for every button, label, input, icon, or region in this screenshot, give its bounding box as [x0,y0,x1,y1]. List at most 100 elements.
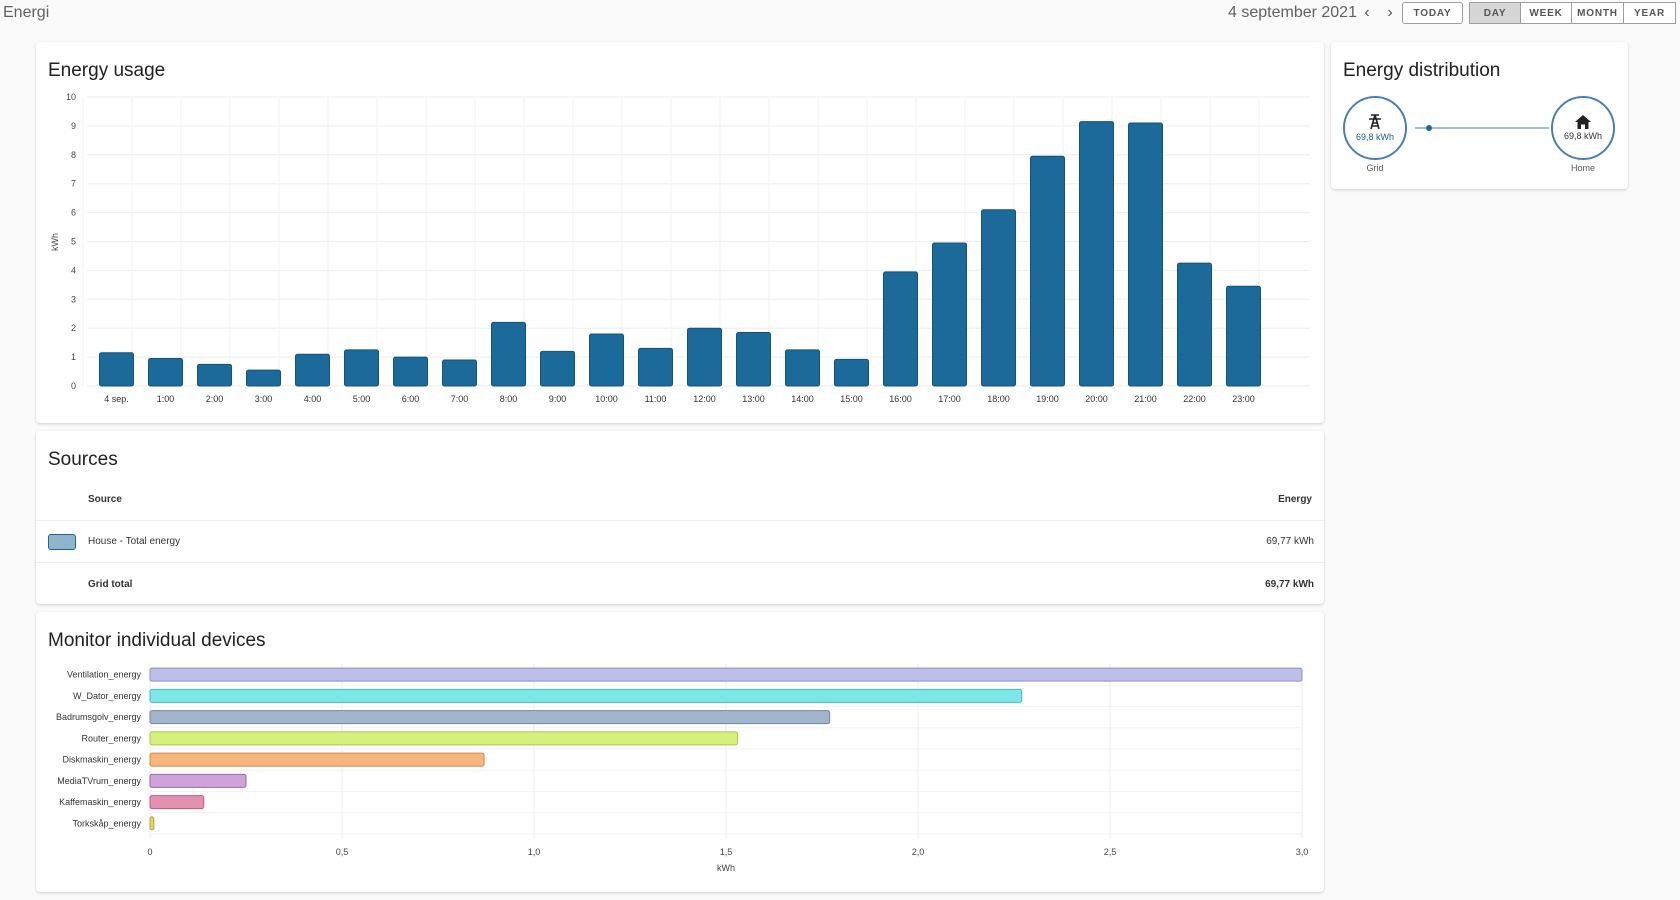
y-tick-label: Torkskåp_energy [72,818,141,828]
bar [148,358,183,387]
grid-value: 69,8 kWh [1355,132,1395,142]
today-button[interactable]: TODAY [1402,2,1463,24]
x-tick-label: 5:00 [353,394,371,404]
bar [491,321,526,387]
x-tick-label: 9:00 [549,394,567,404]
device-bar [149,688,1023,703]
bar [442,359,477,387]
x-tick-label: 2,5 [1104,847,1117,857]
bar [344,349,379,387]
y-tick-label: 7 [71,179,76,189]
y-tick-label: 4 [71,265,76,275]
home-node[interactable]: 69,8 kWh [1551,96,1615,160]
x-tick-label: 0,5 [336,847,349,857]
x-tick-label: 16:00 [889,394,912,404]
x-tick-label: 7:00 [451,394,469,404]
x-tick-label: 15:00 [840,394,863,404]
x-tick-label: 6:00 [402,394,420,404]
devices-title: Monitor individual devices [48,630,266,651]
x-tick-label: 4:00 [304,394,322,404]
bar [1030,155,1065,387]
y-tick-label: Router_energy [81,733,141,743]
energy-usage-chart: 0 1 2 3 4 5 6 7 8 9 10 kWh 4 sep. 1:00 2:00 3:00 4:00 5:0… [50,92,1310,404]
bar [246,369,281,387]
bar [1177,262,1212,387]
y-tick-label: Diskmaskin_energy [62,755,141,765]
source-name: House - Total energy [88,536,181,547]
bar [981,209,1016,387]
bar [393,356,428,387]
x-tick-label: 2,0 [912,847,925,857]
x-tick-label: 1,0 [528,847,541,857]
y-tick-label: Badrumsgolv_energy [56,712,142,722]
bar [932,242,967,387]
source-color-swatch [48,534,76,550]
bar [638,347,673,387]
y-tick-label: Ventilation_energy [67,670,142,680]
device-bar [149,667,1303,682]
chevron-left-icon: ‹ [1364,4,1370,21]
y-tick-label: 0 [71,381,76,391]
table-row: House - Total energy 69,77 kWh [36,520,1326,562]
energy-usage-card: Energy usage 0 1 2 3 4 5 6 7 8 9 10 kWh 4 sep. 1:00 2:… [36,42,1324,423]
y-tick-label: 3 [71,294,76,304]
home-icon [1575,115,1591,129]
device-bar [149,795,205,810]
y-tick-label: 2 [71,323,76,333]
bar [687,327,722,387]
bar [883,271,918,387]
grid-label: Grid [1366,163,1384,173]
y-tick-label: 8 [71,150,76,160]
sources-title: Sources [48,449,118,470]
y-tick-label: 5 [71,237,76,247]
next-period-button[interactable]: › [1380,3,1400,23]
x-tick-label: 2:00 [206,394,224,404]
bar [540,350,575,387]
home-label: Home [1570,163,1595,173]
x-tick-label: 11:00 [645,394,667,404]
device-bar [149,773,247,788]
device-bar [149,731,739,746]
x-tick-label: 8:00 [500,394,518,404]
energy-column-header: Energy [1278,494,1312,505]
x-tick-label: 14:00 [791,394,814,404]
y-tick-label: Kaffemaskin_energy [59,797,141,807]
bar [736,332,771,387]
x-tick-label: 12:00 [693,394,716,404]
previous-period-button[interactable]: ‹ [1357,3,1377,23]
x-tick-label: 19:00 [1036,394,1059,404]
period-day-button[interactable]: DAY [1469,2,1521,24]
x-tick-label: 10:00 [595,394,618,404]
sources-card: Sources Source Energy House - Total ener… [36,431,1326,604]
x-tick-label: 1:00 [157,394,175,404]
device-bar [149,710,831,725]
y-axis-label: kWh [50,233,60,251]
x-tick-label: 3:00 [255,394,273,404]
grid-node[interactable]: 69,8 kWh [1343,96,1407,160]
x-tick-label: 3,0 [1296,847,1309,857]
chevron-right-icon: › [1387,4,1393,21]
y-tick-label: 10 [66,92,76,102]
grid-total-energy: 69,77 kWh [1265,579,1314,590]
x-tick-label: 17:00 [938,394,961,404]
bar [197,363,232,387]
x-tick-label: 22:00 [1183,394,1206,404]
x-tick-label: 13:00 [742,394,765,404]
period-week-button[interactable]: WEEK [1520,2,1572,24]
bar [785,349,820,387]
bar [1128,122,1163,387]
date-label: 4 september 2021 [1228,4,1357,21]
x-tick-label: 21:00 [1134,394,1157,404]
x-tick-label: 18:00 [987,394,1010,404]
bar [1079,121,1114,387]
period-year-button[interactable]: YEAR [1623,2,1676,24]
y-tick-label: MediaTVrum_energy [57,776,141,786]
device-bar [149,752,485,767]
device-bar [149,816,155,831]
source-column-header: Source [88,494,122,505]
period-month-button[interactable]: MONTH [1571,2,1624,24]
home-value: 69,8 kWh [1563,131,1603,141]
devices-card: Monitor individual devices 0 0,5 1,0 1,5 2,0… [36,612,1324,892]
x-axis-label: kWh [717,863,735,873]
x-tick-label: 20:00 [1085,394,1108,404]
